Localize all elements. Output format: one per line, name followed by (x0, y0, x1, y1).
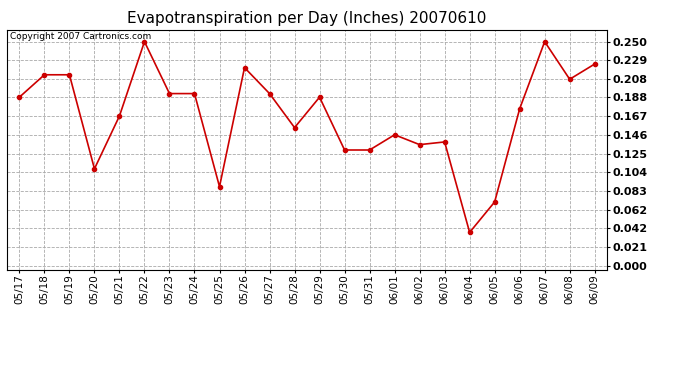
Title: Evapotranspiration per Day (Inches) 20070610: Evapotranspiration per Day (Inches) 2007… (128, 11, 486, 26)
Text: Copyright 2007 Cartronics.com: Copyright 2007 Cartronics.com (10, 32, 151, 41)
